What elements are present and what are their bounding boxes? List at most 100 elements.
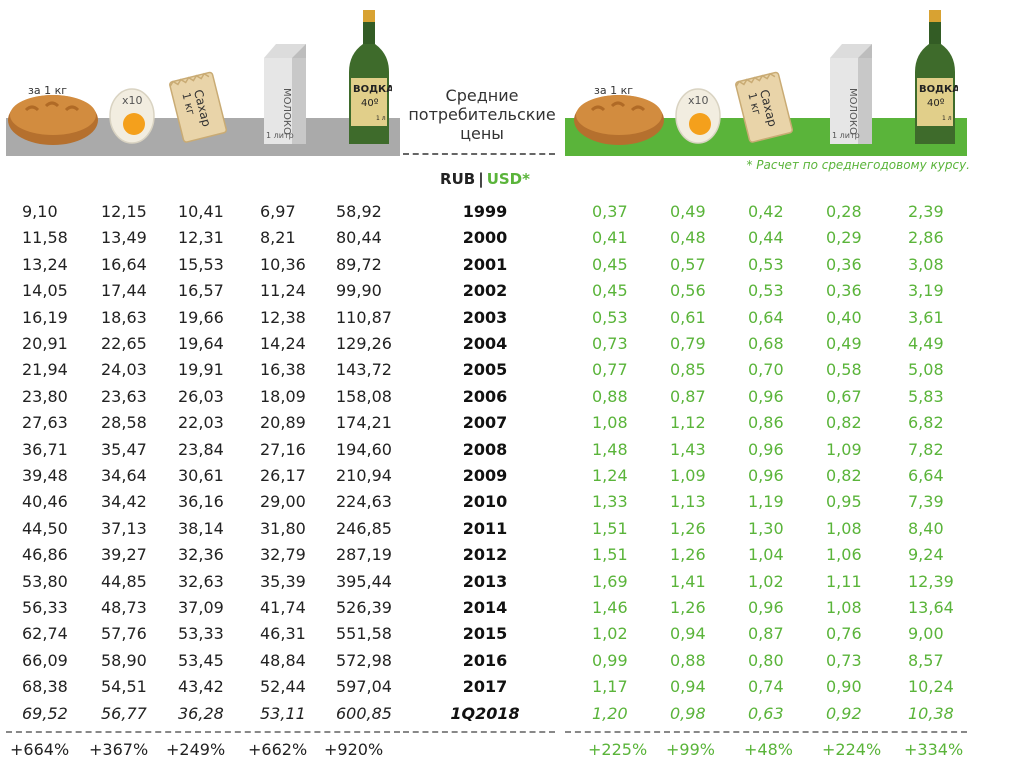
usd-price-cell: 0,70 (748, 360, 784, 379)
rub-price-cell: 26,03 (178, 387, 224, 406)
rub-price-cell: 39,48 (22, 466, 68, 485)
rub-price-cell: 32,36 (178, 545, 224, 564)
year-label: 1999 (462, 202, 508, 221)
year-label: 2013 (462, 572, 508, 591)
rub-price-cell: 27,63 (22, 413, 68, 432)
usd-price-cell: 3,19 (908, 281, 944, 300)
rub-price-cell: 16,19 (22, 308, 68, 327)
rub-price-cell: 34,42 (101, 492, 147, 511)
usd-price-cell: 1,33 (592, 492, 628, 511)
usd-price-cell: 0,61 (670, 308, 706, 327)
rub-price-cell: 68,38 (22, 677, 68, 696)
rub-price-cell: 143,72 (336, 360, 392, 379)
rub-price-cell: 31,80 (260, 519, 306, 538)
usd-change-total: +99% (666, 740, 715, 759)
bread-label: за 1 кг (28, 84, 68, 97)
usd-price-cell: 4,49 (908, 334, 944, 353)
usd-price-cell: 1,02 (592, 624, 628, 643)
rub-price-cell: 14,05 (22, 281, 68, 300)
rub-price-cell: 158,08 (336, 387, 392, 406)
usd-price-cell: 0,88 (592, 387, 628, 406)
rub-price-cell: 80,44 (336, 228, 382, 247)
rub-price-cell: 20,91 (22, 334, 68, 353)
rub-price-cell: 54,51 (101, 677, 147, 696)
usd-price-cell: 5,08 (908, 360, 944, 379)
usd-price-cell: 0,67 (826, 387, 862, 406)
usd-change-total: +224% (822, 740, 882, 759)
sugar-icon: Сахар 1 кг (735, 71, 793, 143)
usd-price-cell: 1,08 (826, 519, 862, 538)
egg-icon: x10 (109, 88, 155, 144)
svg-text:ВОДКА: ВОДКА (353, 84, 392, 95)
svg-text:МОЛОКО: МОЛОКО (281, 88, 292, 135)
svg-text:1 литр: 1 литр (832, 131, 860, 140)
rub-price-cell: 44,85 (101, 572, 147, 591)
title-line-3: цены (460, 124, 504, 143)
rub-price-cell: 17,44 (101, 281, 147, 300)
milk-carton-icon: МОЛОКО 1 литр (830, 44, 872, 144)
usd-price-cell: 0,85 (670, 360, 706, 379)
usd-price-cell: 0,36 (826, 281, 862, 300)
egg-icon: x10 (675, 88, 721, 144)
usd-price-cell: 12,39 (908, 572, 954, 591)
rub-price-cell: 69,52 (22, 704, 68, 723)
rub-price-cell: 56,77 (101, 704, 147, 723)
rub-price-cell: 53,45 (178, 651, 224, 670)
usd-price-cell: 1,48 (592, 440, 628, 459)
usd-price-cell: 0,92 (826, 704, 862, 723)
usd-price-cell: 1,09 (670, 466, 706, 485)
usd-price-cell: 0,74 (748, 677, 784, 696)
usd-price-cell: 1,43 (670, 440, 706, 459)
rub-price-cell: 16,57 (178, 281, 224, 300)
rub-price-cell: 99,90 (336, 281, 382, 300)
usd-price-cell: 0,94 (670, 624, 706, 643)
rub-price-cell: 9,10 (22, 202, 58, 221)
usd-price-cell: 0,86 (748, 413, 784, 432)
year-label: 2015 (462, 624, 508, 643)
rub-change-total: +664% (10, 740, 70, 759)
rub-price-cell: 39,27 (101, 545, 147, 564)
svg-text:МОЛОКО: МОЛОКО (847, 88, 858, 135)
year-label: 2006 (462, 387, 508, 406)
usd-price-cell: 0,53 (748, 255, 784, 274)
rub-price-cell: 58,92 (336, 202, 382, 221)
rub-price-cell: 14,24 (260, 334, 306, 353)
rub-price-cell: 22,65 (101, 334, 147, 353)
rub-price-cell: 210,94 (336, 466, 392, 485)
rub-price-cell: 36,71 (22, 440, 68, 459)
year-label: 2003 (462, 308, 508, 327)
usd-price-cell: 0,94 (670, 677, 706, 696)
rub-price-cell: 16,38 (260, 360, 306, 379)
usd-price-cell: 3,61 (908, 308, 944, 327)
usd-price-cell: 1,24 (592, 466, 628, 485)
usd-price-cell: 6,64 (908, 466, 944, 485)
rub-price-cell: 287,19 (336, 545, 392, 564)
usd-price-cell: 10,38 (908, 704, 954, 723)
rub-price-cell: 395,44 (336, 572, 392, 591)
rub-price-cell: 53,11 (260, 704, 306, 723)
rub-price-cell: 8,21 (260, 228, 296, 247)
rub-price-cell: 20,89 (260, 413, 306, 432)
year-label: 2000 (462, 228, 508, 247)
usd-price-cell: 0,44 (748, 228, 784, 247)
year-label: 2014 (462, 598, 508, 617)
year-label: 2011 (462, 519, 508, 538)
usd-price-cell: 1,26 (670, 519, 706, 538)
rub-price-cell: 58,90 (101, 651, 147, 670)
usd-price-cell: 1,19 (748, 492, 784, 511)
title-line-1: Средние (445, 86, 519, 105)
rub-change-total: +920% (324, 740, 384, 759)
usd-price-cell: 0,49 (826, 334, 862, 353)
year-label: 2009 (462, 466, 508, 485)
year-label: 2010 (462, 492, 508, 511)
rub-price-cell: 43,42 (178, 677, 224, 696)
vodka-bottle-icon: ВОДКА 40º 1 л (349, 10, 392, 144)
svg-text:x10: x10 (688, 94, 709, 107)
usd-price-cell: 1,06 (826, 545, 862, 564)
svg-text:1 кг: 1 кг (745, 91, 763, 117)
rub-price-cell: 10,36 (260, 255, 306, 274)
usd-price-cell: 0,96 (748, 387, 784, 406)
currency-separator: | (478, 170, 484, 188)
usd-price-cell: 0,87 (670, 387, 706, 406)
usd-price-cell: 0,80 (748, 651, 784, 670)
